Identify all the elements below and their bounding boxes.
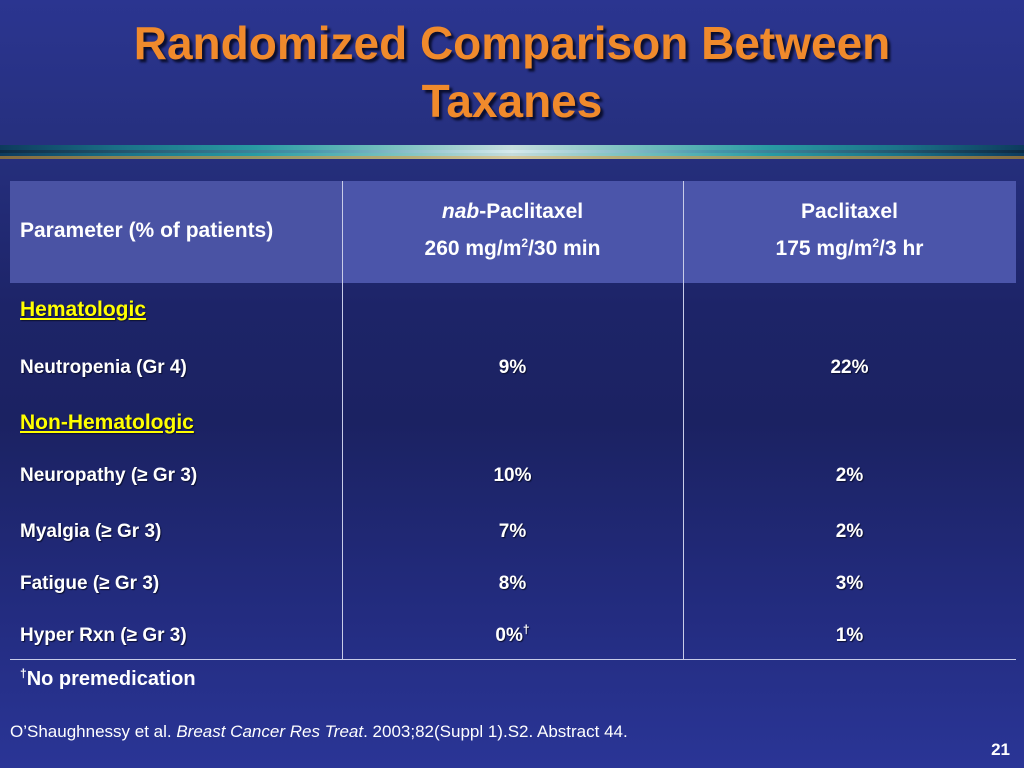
header-cell-nab-paclitaxel: nab-Paclitaxel 260 mg/m2/30 min <box>342 181 683 283</box>
footnote-dagger-mark: † <box>522 622 530 637</box>
header-nab-name: nab-Paclitaxel <box>342 195 683 229</box>
column-divider <box>683 181 684 660</box>
cell-pac-value: 1% <box>835 625 864 646</box>
row-label: Fatigue (≥ Gr 3) <box>20 573 160 594</box>
header-parameter-label: Parameter (% of patients) <box>20 219 274 242</box>
header-pac-dose-b: /3 hr <box>879 237 924 260</box>
header-nab-italic: nab <box>441 200 480 223</box>
table-bottom-border <box>10 659 1016 660</box>
header-pac-dose-a: 175 mg/m <box>775 237 873 260</box>
header-cell-paclitaxel: Paclitaxel 175 mg/m2/3 hr <box>683 181 1016 283</box>
row-label: Neutropenia (Gr 4) <box>20 357 187 378</box>
header-nab-dose-a: 260 mg/m <box>424 237 522 260</box>
footnote: †No premedication <box>20 666 196 691</box>
row-label: Hyper Rxn (≥ Gr 3) <box>20 625 187 646</box>
cell-nab-value: 9% <box>498 357 527 378</box>
row-label: Myalgia (≥ Gr 3) <box>20 521 162 542</box>
comparison-table: Parameter (% of patients) nab-Paclitaxel… <box>10 181 1016 660</box>
header-nab-dose-b: /30 min <box>528 237 601 260</box>
row-label: Neuropathy (≥ Gr 3) <box>20 465 198 486</box>
header-nab-rest: -Paclitaxel <box>479 200 584 223</box>
cell-nab-value-with-footnote: 0%† <box>342 622 683 647</box>
table-header: Parameter (% of patients) nab-Paclitaxel… <box>10 181 1016 283</box>
citation-authors: O’Shaughnessy et al. <box>10 722 177 741</box>
cell-pac-value: 22% <box>830 357 869 378</box>
header-nab-dose-sup: 2 <box>521 236 529 250</box>
slide-title-line2: Taxanes <box>421 75 603 127</box>
header-pac-name: Paclitaxel <box>801 200 898 223</box>
cell-pac-value: 2% <box>835 465 864 486</box>
section-heading-hematologic: Hematologic <box>20 298 147 321</box>
header-pac-dose-sup: 2 <box>872 236 880 250</box>
cell-pac-value: 3% <box>835 573 864 594</box>
header-cell-parameter: Parameter (% of patients) <box>10 181 342 283</box>
cell-pac-value: 2% <box>835 521 864 542</box>
citation-journal: Breast Cancer Res Treat <box>176 722 364 741</box>
cell-nab-value: 0% <box>495 625 523 646</box>
header-nab-dose: 260 mg/m2/30 min <box>342 232 683 266</box>
citation-details: . 2003;82(Suppl 1).S2. Abstract 44. <box>363 722 628 741</box>
footnote-text: No premedication <box>26 668 196 690</box>
footnote-dagger: † <box>20 666 27 681</box>
cell-nab-value: 10% <box>493 465 532 486</box>
page-number: 21 <box>991 740 1010 759</box>
column-divider <box>342 181 343 660</box>
citation: O’Shaughnessy et al. Breast Cancer Res T… <box>10 722 628 742</box>
decorative-divider <box>0 145 1024 159</box>
header-pac-dose: 175 mg/m2/3 hr <box>683 232 1016 266</box>
section-heading-non-hematologic: Non-Hematologic <box>20 411 194 434</box>
slide-title: Randomized Comparison Between Taxanes <box>0 14 1024 130</box>
slide-title-line1: Randomized Comparison Between <box>133 17 891 69</box>
cell-nab-value: 8% <box>498 573 527 594</box>
cell-nab-value: 7% <box>498 521 527 542</box>
